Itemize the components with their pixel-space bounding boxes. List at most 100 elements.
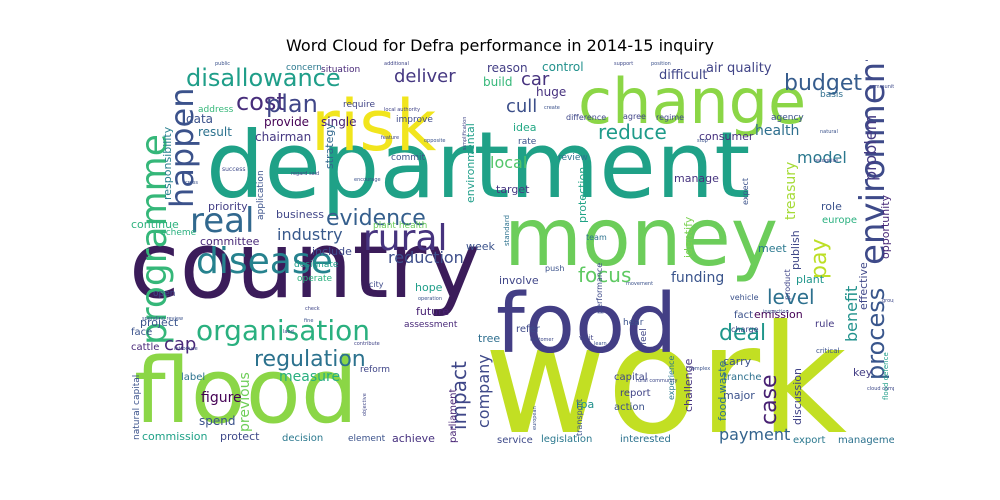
word-challenge: challenge [682,358,695,412]
word-check: check [305,306,320,312]
word-flood-defence: flood defence [882,352,890,400]
word-food: food [496,277,677,372]
word-commit: commit [391,153,425,163]
word-manage: manage [674,172,719,185]
word-payment: payment [719,425,790,444]
word-address: address [198,105,234,115]
word-involve: involve [499,274,539,287]
word-cost: cost [236,88,286,116]
word-week: week [466,240,496,253]
word-business: business [276,208,324,221]
word-responsibility: responsibility [161,126,174,200]
word-feature: feature [381,135,399,141]
word-department: department [206,112,750,219]
word-case: case [757,374,782,425]
word-performance: performance [595,263,604,314]
word-happen: happen [163,88,201,208]
word-measure: measure [279,369,340,385]
word-agency: agency [771,113,804,123]
word-feel: feel [639,328,649,345]
word-critical: critical [816,347,839,355]
word-hear: hear [623,318,644,328]
word-rate: rate [518,137,537,147]
word-continue: continue [131,218,179,231]
word-operate: operate [297,274,333,284]
word-rpa: rpa [576,398,594,411]
word-stop: stop [697,138,708,144]
word-cap: cap [164,334,196,355]
word-local-authority: local authority [384,107,420,113]
word-customer: customer [530,337,554,343]
word-simplification: simplification [462,117,468,150]
word-land: land [283,329,294,335]
word-work: work [484,294,847,447]
word-plant: plant [796,273,825,286]
word-reason: reason [487,61,528,75]
word-review: review [558,153,588,163]
word-deal: deal [719,321,766,346]
word-label: label [181,372,205,383]
word-position: position [651,61,671,67]
word-chairman: chairman [255,130,311,144]
word-objective: objective [362,393,368,416]
word-company: company [474,354,493,428]
word-legislation: legislation [541,434,592,445]
word-money: money [504,191,778,284]
word-contribute: contribute [354,341,380,347]
word-discussion: discussion [791,368,804,425]
word-future: future [416,305,449,318]
word-experience: experience [667,356,676,400]
word-organisation: organisation [196,314,370,347]
word-evidence: evidence [326,206,426,231]
word-rural: rural [363,218,447,259]
word-additional: additional [384,61,409,67]
word-industry: industry [277,225,343,244]
word-provide: provide [264,115,309,129]
word-car: car [521,69,550,90]
word-basis: basis [820,90,843,100]
word-charge: charge [731,325,759,334]
word-decision: decision [282,433,323,444]
word-control: control [542,60,584,74]
word-opportunity: opportunity [879,194,892,259]
word-parliament: parliament [448,388,459,443]
word-designate: designate [294,260,339,270]
word-movement: movement [626,281,653,287]
word-achieve: achieve [392,432,435,445]
word-fine: fine [304,318,313,324]
word-operation: operation [418,296,442,302]
word-deliver: deliver [394,66,456,87]
word-success: success [222,166,245,173]
word-spending-review: spending review [142,316,183,322]
word-report: report [620,388,651,399]
word-figure: figure [201,390,242,406]
word-europe: europe [822,215,857,226]
word-cull: cull [506,96,537,117]
word-emission: emission [754,308,803,321]
word-push: push [545,264,564,273]
word-rule: rule [815,319,834,330]
word-cattle: cattle [131,342,159,353]
chart-title: Word Cloud for Defra performance in 2014… [286,36,714,55]
word-budget: budget [784,71,862,96]
word-country: country [129,212,481,319]
word-model: model [797,148,847,167]
word-refer: refer [516,324,541,335]
word-european: european [532,406,538,430]
word-role: role [821,200,842,213]
word-regime: regime [656,113,684,122]
word-service: service [497,435,533,446]
word-project: project [140,316,179,329]
word-single: single [321,115,357,129]
word-result: result [198,125,232,139]
word-build: build [483,75,513,89]
word-carry: carry [723,355,752,368]
word-assessment: assessment [404,320,458,330]
word-natural: natural [820,129,838,135]
word-opposite: opposite [424,138,446,144]
word-capital: capital [614,372,648,383]
word-environmental: environmental [464,123,477,203]
word-process: process [862,288,890,380]
